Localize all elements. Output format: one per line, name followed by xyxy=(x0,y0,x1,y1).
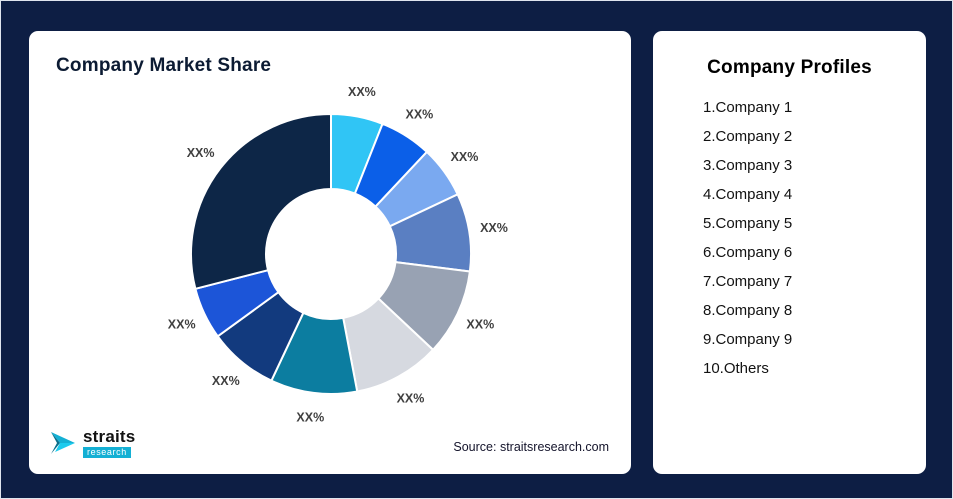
list-item: 4.Company 4 xyxy=(703,186,793,203)
list-item: 6.Company 6 xyxy=(703,244,793,261)
list-item: 7.Company 7 xyxy=(703,273,793,290)
segment-label: XX% xyxy=(348,85,376,99)
company-profiles-list: 1.Company 1 2.Company 2 3.Company 3 4.Compa… xyxy=(653,99,926,377)
segment-label: XX% xyxy=(451,150,479,164)
segment-label: XX% xyxy=(397,392,425,406)
list-item: 9.Company 9 xyxy=(703,331,793,348)
segment-label: XX% xyxy=(466,317,494,331)
list-item: 3.Company 3 xyxy=(703,157,793,174)
list-item: 8.Company 8 xyxy=(703,302,793,319)
segment-label: XX% xyxy=(187,146,215,160)
segment-label: XX% xyxy=(406,108,434,122)
chart-title: Company Market Share xyxy=(56,55,272,76)
logo-name: straits xyxy=(83,427,136,446)
market-share-card: Company Market Share XX% XX% XX% XX% XX% XX% X… xyxy=(29,31,631,474)
list-item: 2.Company 2 xyxy=(703,128,793,145)
source-text: Source: straitsresearch.com xyxy=(453,440,609,454)
donut-chart: XX% XX% XX% XX% XX% XX% XX% XX% XX% XX% xyxy=(168,85,508,425)
list-item: 10.Others xyxy=(703,360,769,377)
logo-text-block: straits research xyxy=(83,428,135,458)
segment-label: XX% xyxy=(168,317,196,331)
straits-research-logo: straits research xyxy=(49,428,135,458)
list-item: 1.Company 1 xyxy=(703,99,793,116)
segment-label: XX% xyxy=(480,221,508,235)
profiles-title: Company Profiles xyxy=(707,57,872,78)
company-profiles-card: Company Profiles 1.Company 1 2.Company 2 3… xyxy=(653,31,926,474)
donut-segment xyxy=(190,112,332,291)
logo-subtext: research xyxy=(83,447,131,458)
straits-logo-icon xyxy=(51,432,75,454)
list-item: 5.Company 5 xyxy=(703,215,793,232)
segment-label: XX% xyxy=(296,411,324,425)
segment-label: XX% xyxy=(212,374,240,388)
